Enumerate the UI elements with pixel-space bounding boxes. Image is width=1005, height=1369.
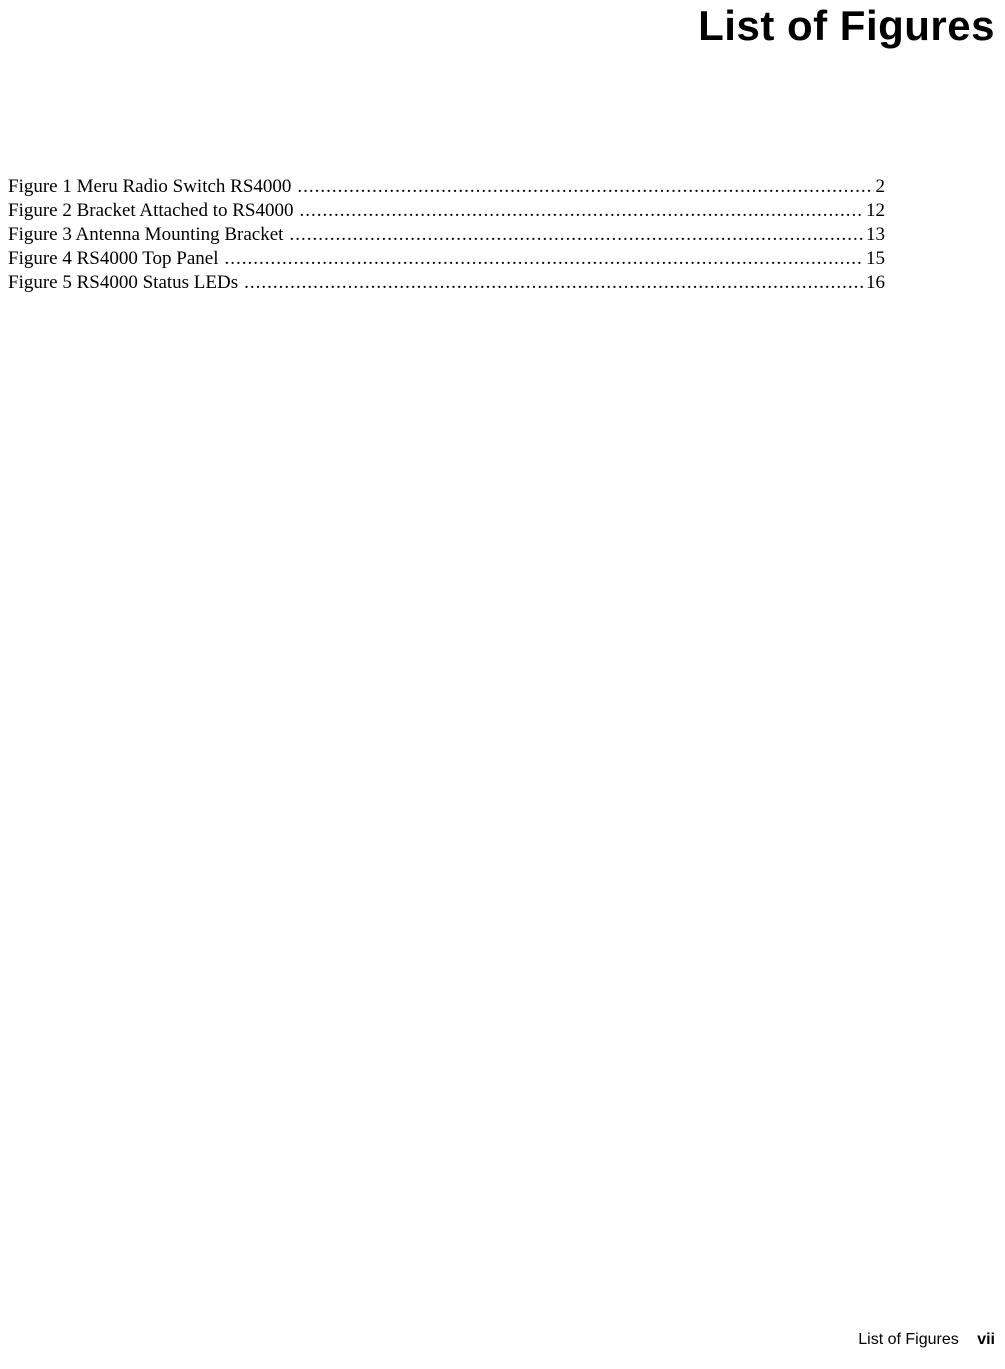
toc-dots <box>289 223 864 247</box>
toc-label: Figure 5 RS4000 Status LEDs <box>8 271 244 295</box>
toc-dots <box>225 247 865 271</box>
footer-label: List of Figures <box>858 1331 958 1348</box>
toc-label: Figure 4 RS4000 Top Panel <box>8 247 225 271</box>
toc-page: 16 <box>864 271 885 295</box>
toc-dots <box>244 271 864 295</box>
toc-entry: Figure 4 RS4000 Top Panel 15 <box>8 247 885 271</box>
toc-label: Figure 1 Meru Radio Switch RS4000 <box>8 175 297 199</box>
toc-entry: Figure 1 Meru Radio Switch RS4000 2 <box>8 175 885 199</box>
toc-page: 12 <box>864 199 885 223</box>
toc-page: 15 <box>864 247 885 271</box>
toc-page: 13 <box>864 223 885 247</box>
toc-container: Figure 1 Meru Radio Switch RS4000 2 Figu… <box>0 175 1005 295</box>
toc-entry: Figure 5 RS4000 Status LEDs 16 <box>8 271 885 295</box>
toc-entry: Figure 3 Antenna Mounting Bracket 13 <box>8 223 885 247</box>
footer-page-number: vii <box>963 1331 995 1348</box>
toc-label: Figure 2 Bracket Attached to RS4000 <box>8 199 299 223</box>
toc-page: 2 <box>874 175 886 199</box>
toc-entry: Figure 2 Bracket Attached to RS4000 12 <box>8 199 885 223</box>
toc-dots <box>299 199 864 223</box>
page-footer: List of Figures vii <box>858 1331 995 1349</box>
page-title: List of Figures <box>0 0 1005 50</box>
toc-dots <box>297 175 873 199</box>
toc-label: Figure 3 Antenna Mounting Bracket <box>8 223 289 247</box>
